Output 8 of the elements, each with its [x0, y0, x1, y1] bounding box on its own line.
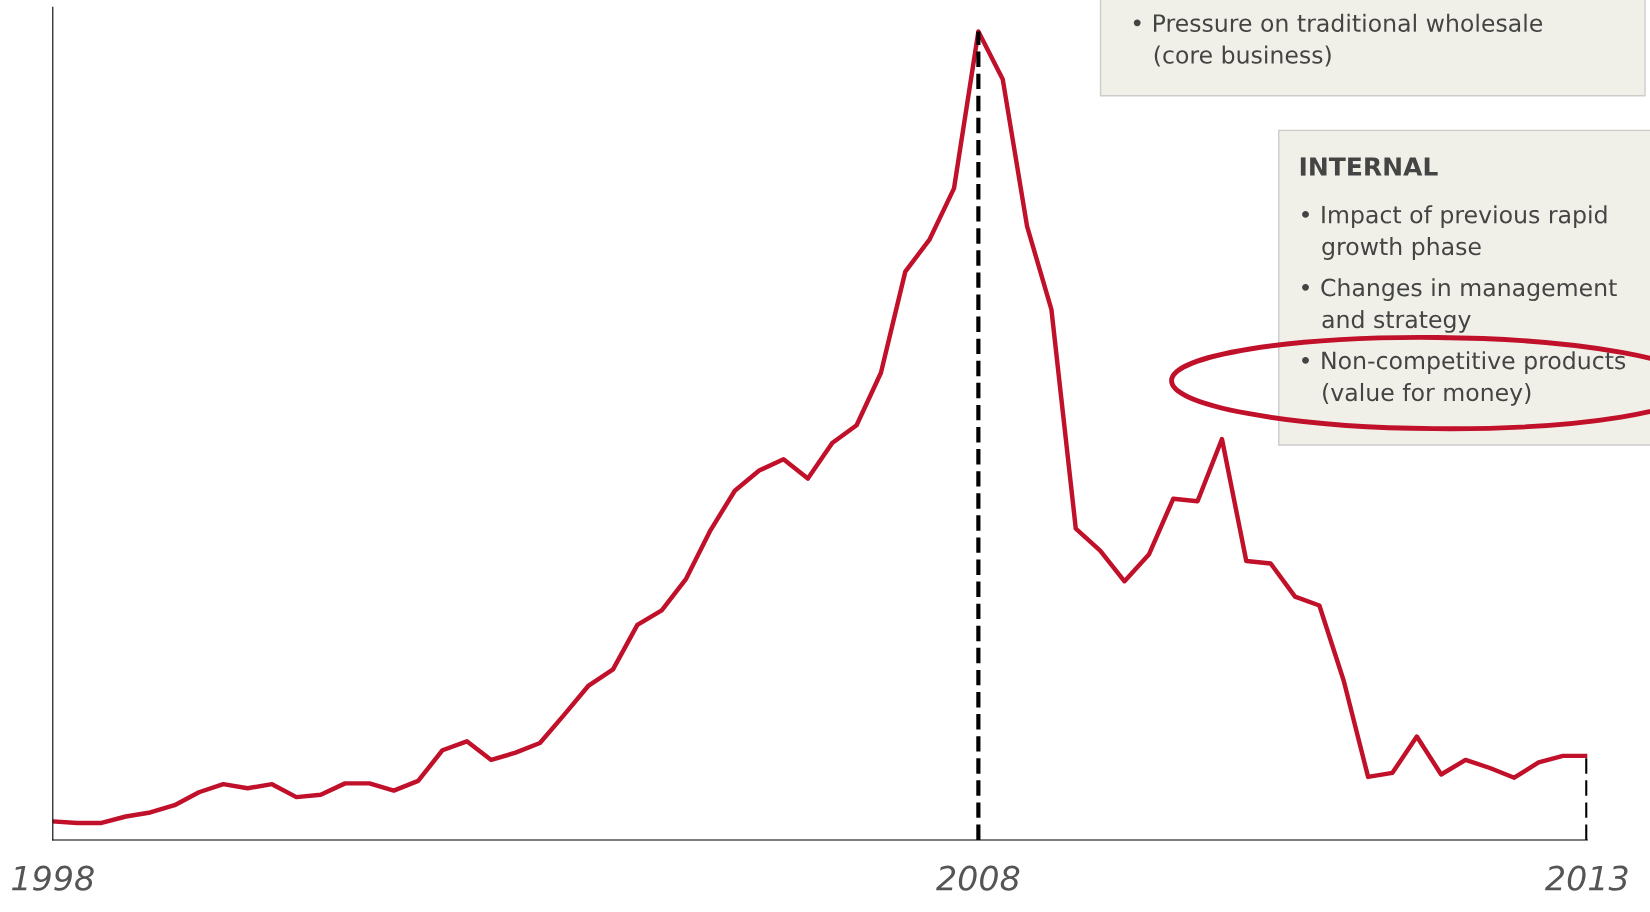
annotation: • Impact of previous rapid growth phase — [1302, 205, 1607, 260]
annotation: • Non-competitive products (value for money) — [1302, 351, 1626, 406]
x-tick-label: 2013 — [1545, 865, 1628, 891]
annotation: • Pressure on traditional wholesale (core business) — [1133, 13, 1543, 67]
x-tick-label: 1998 — [12, 865, 94, 891]
annotation: INTERNAL — [1300, 157, 1438, 176]
annotation: • Changes in management and strategy — [1302, 278, 1617, 333]
x-tick-label: 2008 — [936, 865, 1020, 891]
